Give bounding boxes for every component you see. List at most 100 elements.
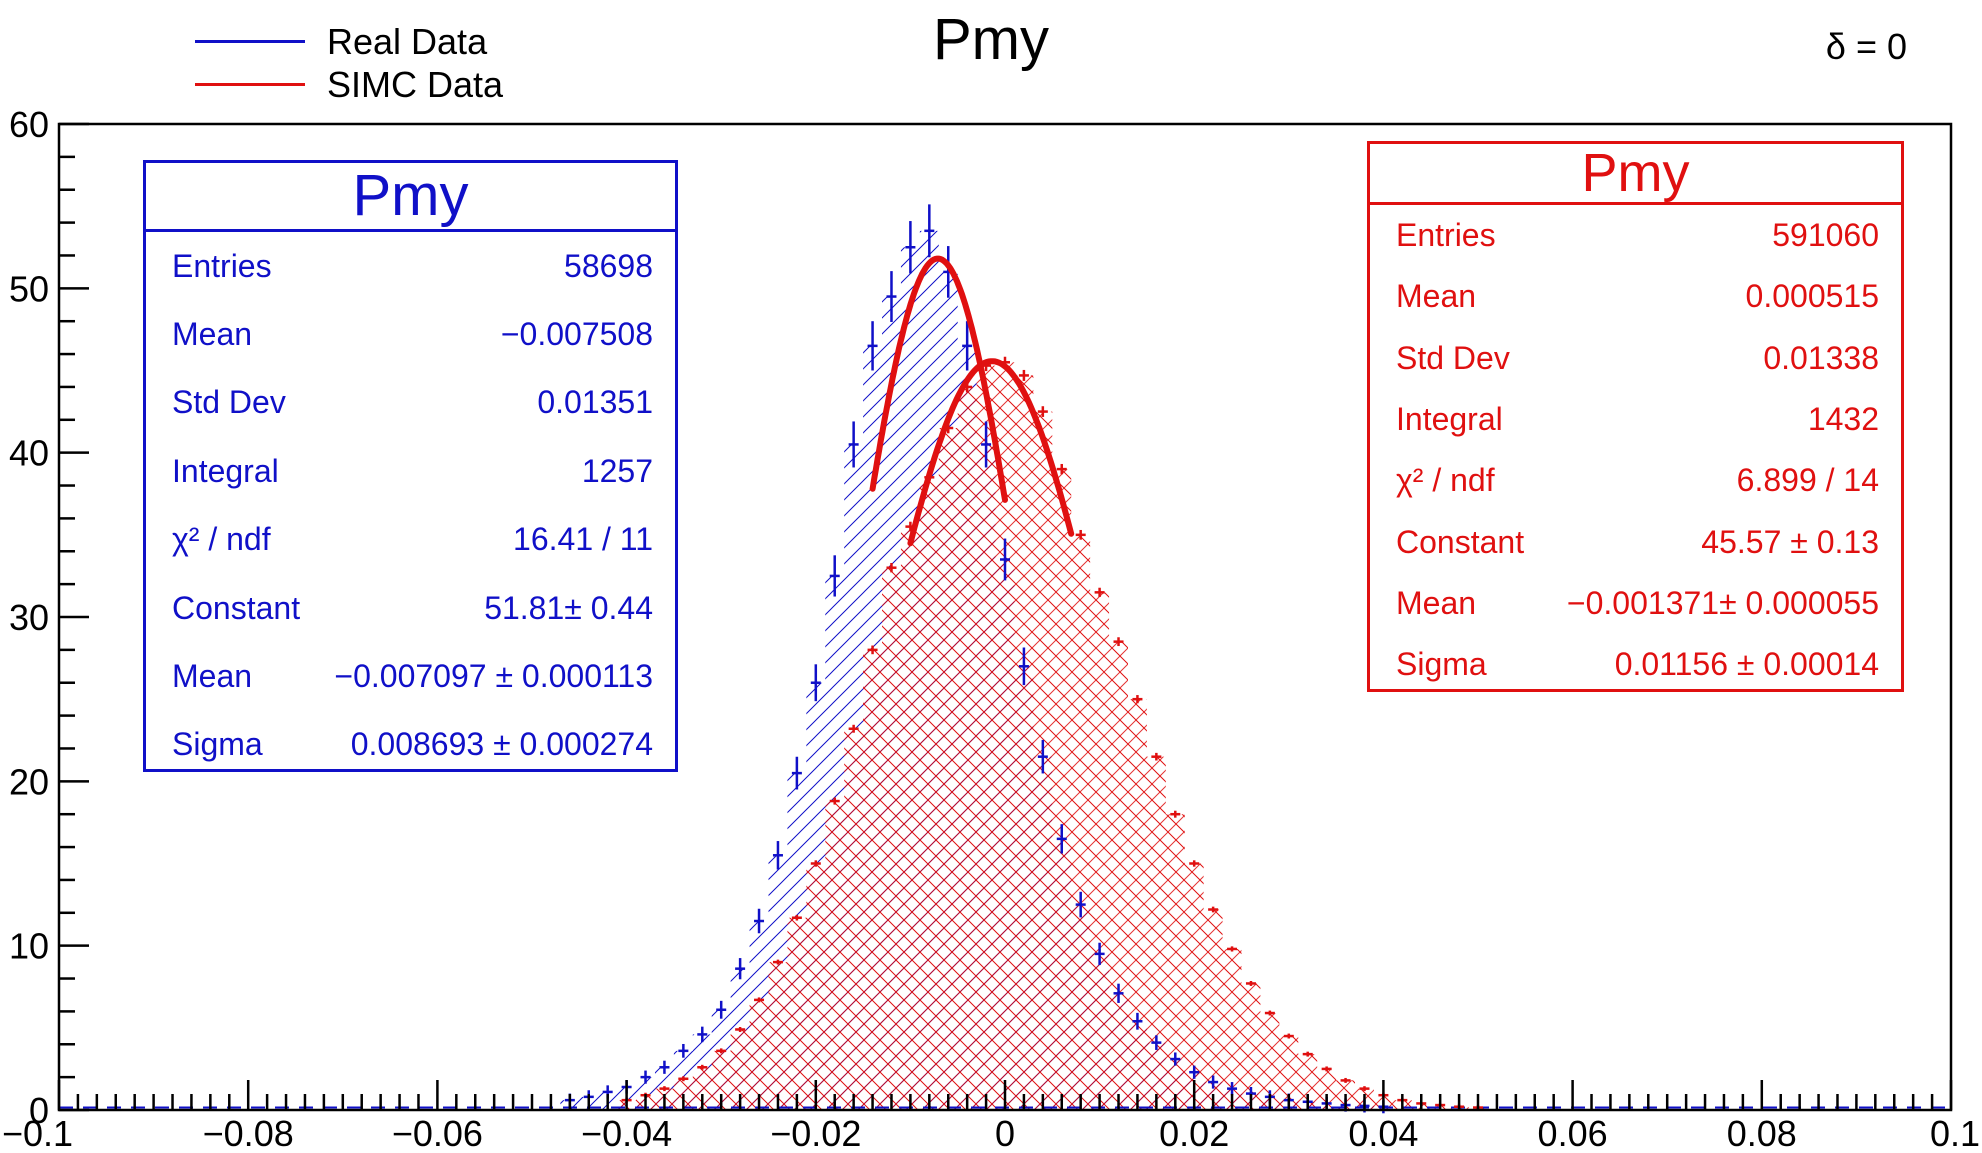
simc-data-point	[1132, 695, 1143, 704]
real-data-point	[716, 1000, 727, 1019]
axes: 0 10 20 30 40 50 60 −0.1 −0.08 −0.06 −0.04 −0.02 0 0.…	[2, 104, 1980, 1153]
real-data-point	[924, 204, 935, 258]
simc-data-point	[1018, 369, 1029, 381]
y-tick-label: 30	[9, 597, 49, 638]
simc-data-point	[1094, 587, 1105, 597]
simc-data-point	[735, 1027, 746, 1032]
stat-row-entries: Entries 591060	[1370, 205, 1901, 266]
real-data-point	[1170, 1052, 1181, 1066]
real-data-point	[810, 664, 821, 702]
x-tick-label: −0.08	[203, 1113, 294, 1153]
real-data-point	[829, 555, 840, 597]
real-data-point	[1018, 647, 1029, 686]
real-data-point	[1189, 1065, 1200, 1079]
stat-value: 45.57 ± 0.13	[1701, 523, 1879, 560]
simc-data-point	[848, 724, 859, 733]
real-data-point	[1000, 538, 1010, 581]
stat-box-title: Pmy	[146, 163, 675, 232]
y-tick-label: 0	[29, 1090, 49, 1131]
simc-data-point	[1264, 1010, 1275, 1016]
stat-row-constant: Constant 45.57 ± 0.13	[1370, 511, 1901, 572]
simc-data-point	[678, 1076, 689, 1082]
stat-label: Std Dev	[172, 384, 286, 421]
real-data-point	[678, 1043, 689, 1058]
histogram-fills	[560, 230, 1488, 1111]
stat-value: 0.01351	[537, 384, 653, 421]
real-data-point	[640, 1070, 651, 1084]
stat-row-integral: Integral 1257	[146, 437, 675, 505]
simc-data-point	[1227, 946, 1238, 952]
stat-box-simc: Pmy Entries 591060 Mean 0.000515 Std Dev 0.…	[1367, 141, 1904, 692]
y-tick-label: 60	[9, 104, 49, 145]
legend-entry-real: Real Data	[195, 20, 503, 63]
simc-data-point	[716, 1048, 727, 1054]
x-tick-label: 0.1	[1930, 1113, 1980, 1153]
stat-row-integral: Integral 1432	[1370, 389, 1901, 450]
stat-label: Constant	[1396, 523, 1525, 560]
stat-label: Mean	[172, 316, 253, 353]
legend-line-simc	[195, 83, 305, 86]
simc-data-fill-cross	[617, 362, 1488, 1110]
stat-row-mean: Mean −0.007508	[146, 300, 675, 368]
y-tick-label: 20	[9, 761, 49, 802]
stat-value: −0.007097 ± 0.000113	[334, 658, 653, 695]
simc-data-point	[1321, 1066, 1332, 1072]
simc-data-point	[791, 914, 802, 921]
stat-value: 0.000515	[1745, 278, 1879, 315]
simc-data-point	[1170, 810, 1181, 818]
stat-label: Entries	[1396, 217, 1496, 254]
simc-data-point	[772, 959, 783, 965]
simc-data-fit-curve	[907, 358, 1075, 547]
stat-row-mean: Mean 0.000515	[1370, 266, 1901, 327]
real-data-point	[735, 958, 746, 980]
legend: Real Data SIMC Data	[195, 20, 503, 106]
legend-entry-simc: SIMC Data	[195, 63, 503, 106]
legend-label-simc: SIMC Data	[327, 63, 504, 105]
stat-label: Entries	[172, 247, 272, 284]
simc-data-point	[1359, 1086, 1370, 1092]
stat-value: 1257	[581, 452, 653, 489]
simc-data-point	[1208, 906, 1219, 913]
stat-label: Sigma	[172, 726, 263, 763]
x-tick-label: 0.06	[1538, 1113, 1608, 1153]
stat-value: 1432	[1807, 401, 1879, 438]
stat-label: Constant	[172, 589, 301, 626]
x-tick-label: −0.02	[770, 1113, 861, 1153]
real-data-point	[867, 321, 878, 371]
real-data-point	[1208, 1075, 1219, 1089]
x-tick-label: −0.1	[2, 1113, 73, 1153]
x-tick-label: 0.08	[1727, 1113, 1797, 1153]
simc-data-point	[659, 1086, 670, 1092]
delta-annotation: δ = 0	[1825, 26, 1907, 67]
real-data-point	[886, 271, 897, 322]
stat-label: Mean	[1396, 584, 1477, 621]
real-data-point	[962, 321, 973, 371]
x-tick-label: 0.04	[1348, 1113, 1418, 1153]
stat-row-stddev: Std Dev 0.01338	[1370, 328, 1901, 389]
stat-row-chi2: χ² / ndf 6.899 / 14	[1370, 450, 1901, 511]
real-data-point	[791, 756, 802, 790]
simc-data-point	[1302, 1051, 1313, 1057]
simc-data-point	[886, 562, 897, 573]
real-data-point	[848, 421, 859, 468]
stat-value: 58698	[564, 247, 653, 284]
legend-label-real: Real Data	[327, 20, 488, 62]
real-data-point	[1075, 891, 1086, 918]
simc-data-point	[829, 797, 840, 805]
simc-data-point	[697, 1064, 708, 1070]
simc-data-point	[1283, 1033, 1294, 1039]
simc-data-point	[1245, 980, 1256, 986]
simc-data-point	[1056, 463, 1067, 475]
stat-value: 0.01156 ± 0.00014	[1614, 646, 1879, 683]
stat-label: Mean	[172, 658, 253, 695]
stat-value: 0.008693 ± 0.000274	[350, 726, 653, 763]
y-tick-label: 40	[9, 433, 49, 474]
x-tick-label: 0	[995, 1113, 1015, 1153]
stat-value: 0.01338	[1763, 339, 1879, 376]
stat-box-real: Pmy Entries 58698 Mean −0.007508 Std Dev 0.…	[143, 160, 678, 772]
simc-data-point	[754, 997, 765, 1003]
real-data-point	[1132, 1012, 1143, 1030]
stat-row-constant: Constant 51.81± 0.44	[146, 574, 675, 642]
stat-row-fit-mean: Mean −0.007097 ± 0.000113	[146, 642, 675, 710]
